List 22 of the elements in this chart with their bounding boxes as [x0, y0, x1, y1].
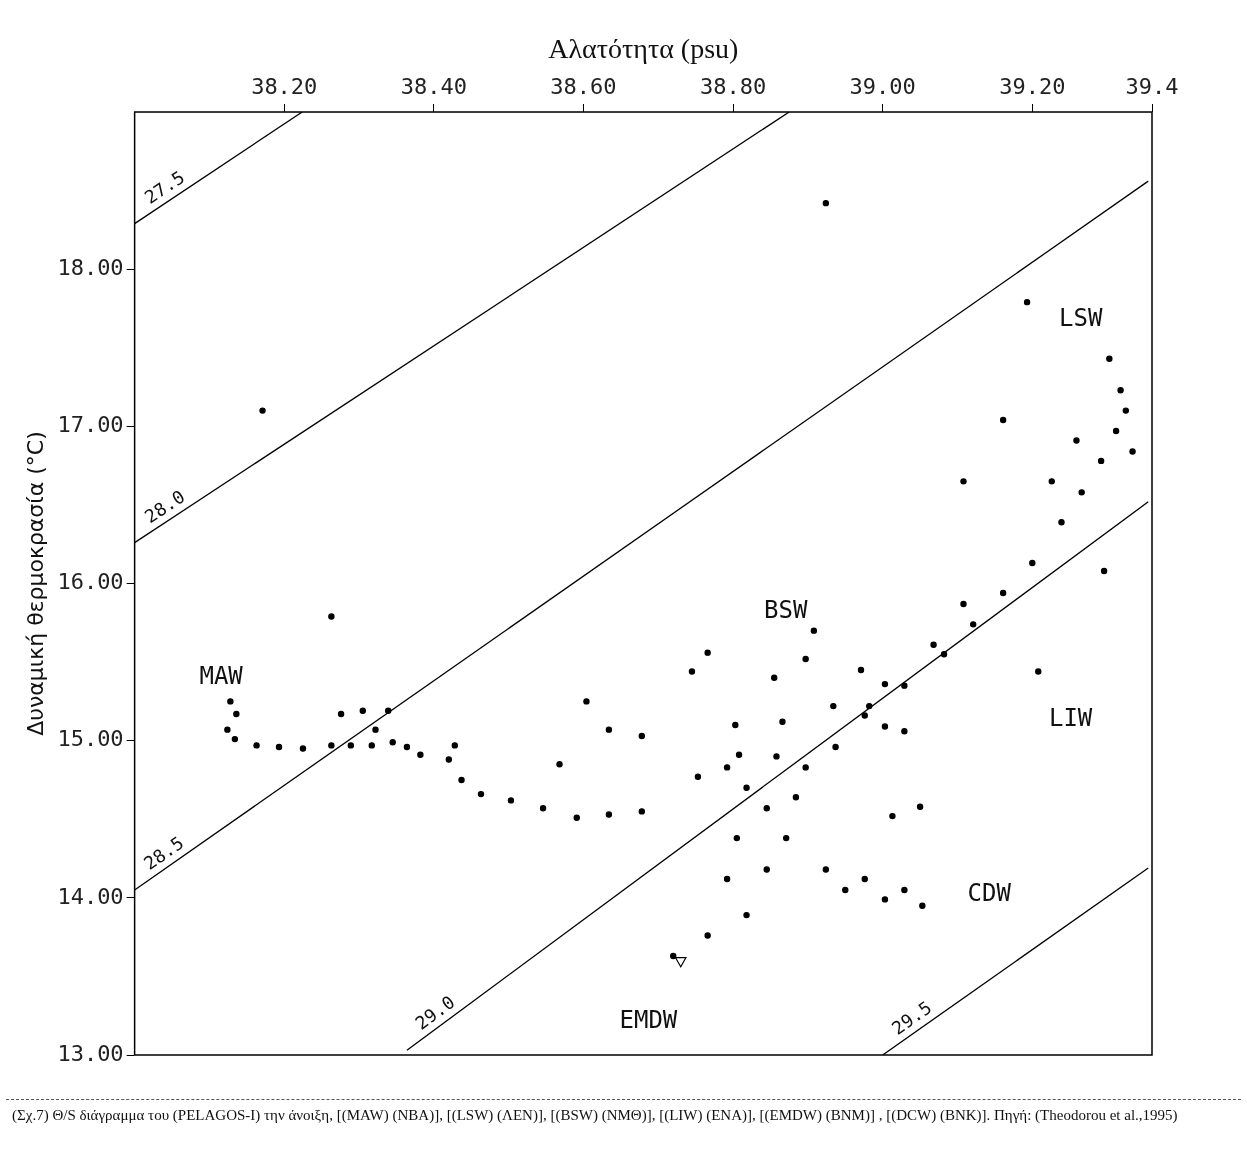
annotation: LSW: [1059, 303, 1103, 332]
y-tick-label: 15.00: [57, 726, 124, 752]
annotation: EMDW: [619, 1006, 678, 1035]
y-tick-label: 16.00: [57, 569, 124, 595]
x-axis-title: Αλατότητα (psu): [548, 33, 739, 65]
annotation: BSW: [764, 596, 808, 625]
x-tick-label: 38.80: [699, 73, 767, 99]
annotation: CDW: [967, 878, 1012, 907]
text: (Σχ.7) Θ/S διάγραμμα του (PELAGOS-I) την άνοιξη, [(MAW) (NBA)], [(LSW) (ΛΕΝ)], [(BSW) (ΝΜΘ)], [(LIW) (ΕΝΑ)], [(EMDW) (BNM)] , [(DCW) (BNK)]. Πηγή: (Theodorou et al.,1995): [6, 1099, 1241, 1131]
annotation: MAW: [199, 662, 244, 691]
y-tick-label: 14.00: [57, 883, 124, 909]
y-tick-label: 18.00: [57, 254, 124, 280]
x-tick-label: 39.20: [999, 73, 1066, 99]
x-tick-label: 38.20: [251, 73, 318, 99]
y-axis-title: Δυναμική θερμοκρασία (°C): [22, 431, 48, 736]
x-tick-label: 39.4: [1125, 73, 1179, 99]
x-tick-label: 38.40: [400, 73, 467, 99]
annotation: LIW: [1048, 704, 1093, 733]
x-tick-label: 39.00: [849, 73, 916, 99]
y-tick-label: 17.00: [57, 412, 124, 438]
x-tick-label: 38.60: [550, 73, 617, 99]
y-tick-label: 13.00: [57, 1040, 124, 1066]
